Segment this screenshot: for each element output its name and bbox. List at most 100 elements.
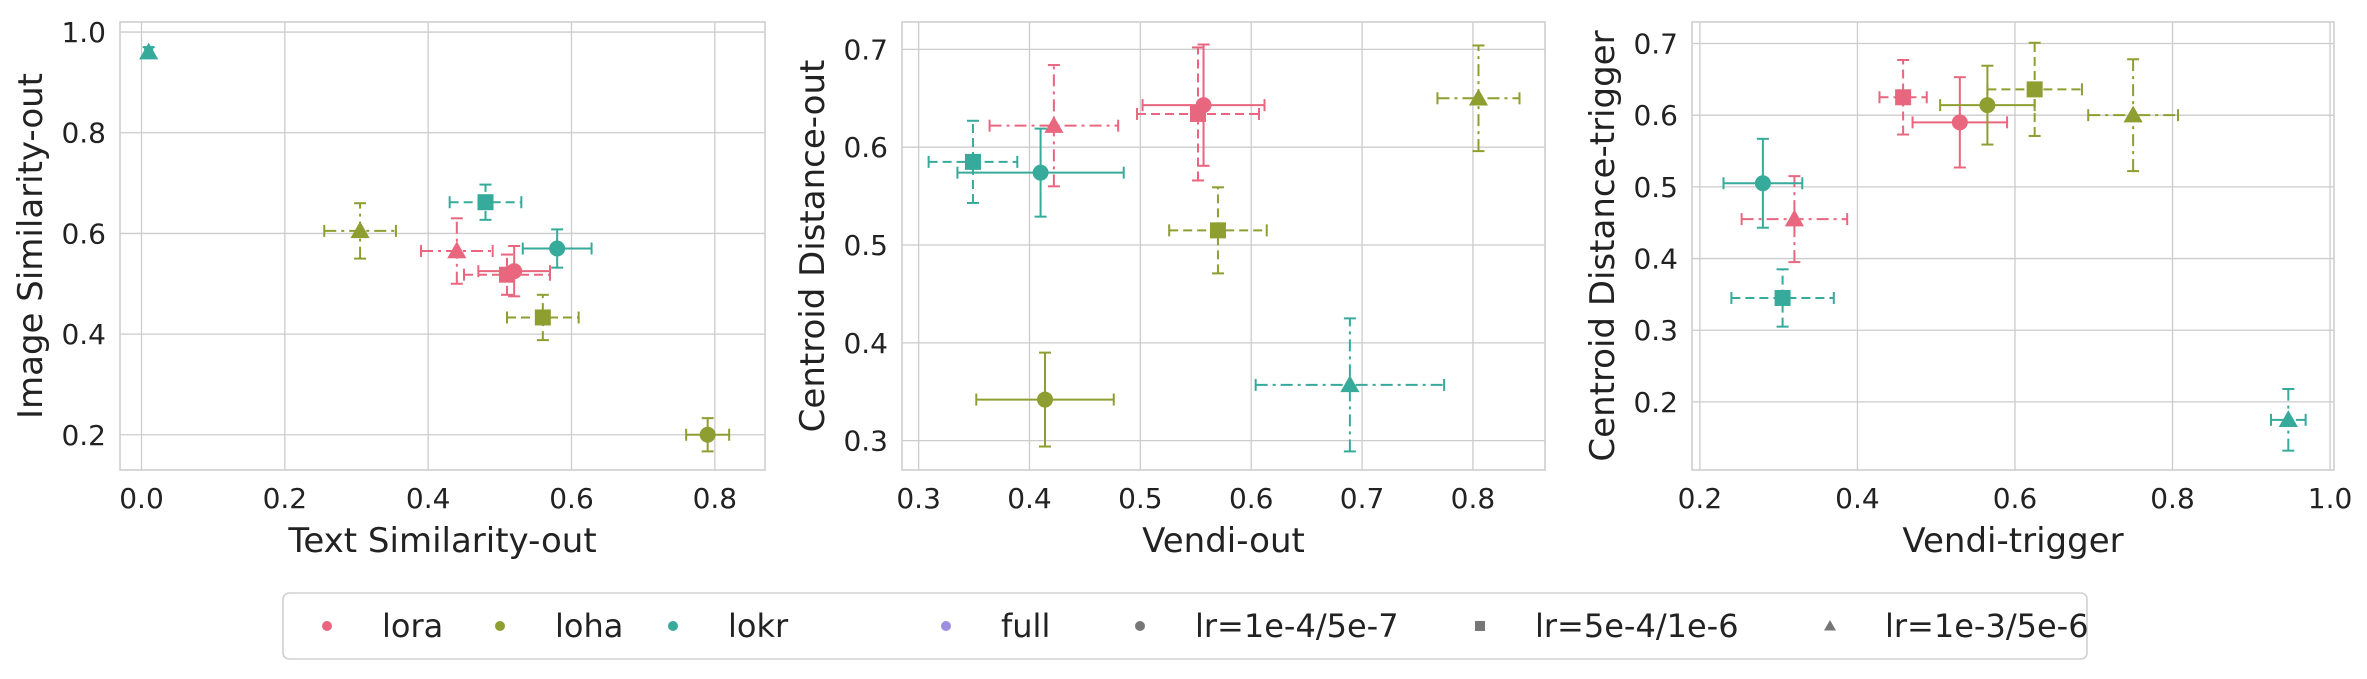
plot-frame [901,21,1546,471]
point-lokr-square [1730,268,1835,328]
point-loha-triangle [323,202,397,260]
point-lokr-square [927,119,1019,204]
marker-lokr-triangle [139,42,159,60]
marker-loha-triangle [350,221,370,239]
y-tick-label: 0.6 [843,131,888,164]
point-lokr-triangle [1254,317,1446,453]
legend-item-lokr: lokr [668,607,789,645]
marker-loha-triangle [2123,105,2143,123]
marker-lokr-square [964,153,981,170]
x-tick-label: 0.2 [263,482,308,515]
legend: lora loha lokr full lr=1e-4/5e-7 lr=5e-4/1e-6… [282,592,2089,660]
y-tick-label: 0.6 [61,217,106,250]
point-lokr-square [448,183,523,221]
y-tick-label: 0.4 [61,318,106,351]
y-tick-label: 0.4 [843,327,888,360]
marker-loha-circle [699,426,716,443]
marker-lora-square [1190,105,1207,122]
x-tick-label: 0.8 [1451,482,1496,515]
y-tick-label: 0.6 [1633,99,1678,132]
legend-label: lr=1e-4/5e-7 [1195,607,1399,645]
legend-label: full [1001,607,1050,645]
x-tick-label: 0.4 [1835,482,1880,515]
chart-panel-2: 0.3 0.4 0.5 0.6 0.7 0.8 0.3 0.4 0.5 0.6 0.7 Vendi-o… [793,21,1546,561]
marker-lokr-circle [549,240,566,257]
point-loha-circle [975,351,1115,448]
y-axis-label: Centroid Distance-trigger [1583,30,1623,461]
point-lora-triangle [988,64,1120,188]
x-tick-label: 0.0 [119,482,164,515]
legend-marker [322,621,332,631]
marker-lora-triangle [447,241,467,259]
x-tick-label: 0.4 [1007,482,1052,515]
point-lokr-circle [1722,137,1804,229]
y-axis-label: Image Similarity-out [11,73,51,419]
legend-item-lr=1e-4/5e-7: lr=1e-4/5e-7 [1135,607,1399,645]
marker-loha-circle [1979,97,1996,114]
x-tick-label: 0.6 [549,482,594,515]
marker-lora-triangle [1044,116,1064,133]
legend-label: loha [555,607,623,645]
y-tick-label: 0.5 [843,229,888,262]
x-tick-label: 0.3 [896,482,941,515]
x-tick-label: 0.5 [1118,482,1163,515]
marker-loha-square [534,309,551,326]
legend-marker [1475,621,1485,631]
point-lora-circle [1141,43,1266,167]
point-loha-square [1986,41,2083,137]
legend-label: lr=1e-3/5e-6 [1885,607,2089,645]
legend-marker [1135,621,1145,631]
x-tick-label: 0.2 [1678,482,1723,515]
x-axis-label: Text Similarity-out [287,521,596,561]
point-loha-square [1168,186,1268,275]
y-tick-label: 0.7 [843,33,888,66]
marker-lora-circle [1951,114,1968,131]
y-tick-label: 0.4 [1633,243,1678,276]
marker-lokr-circle [1754,175,1771,192]
marker-lora-square [1895,89,1912,106]
y-tick-label: 0.7 [1633,28,1678,61]
x-axis-label: Vendi-out [1142,521,1305,561]
x-tick-label: 0.8 [2150,482,2195,515]
point-lokr-triangle [139,42,159,60]
x-tick-label: 0.7 [1340,482,1385,515]
y-tick-label: 0.5 [1633,171,1678,204]
y-tick-label: 0.3 [843,425,888,458]
point-lokr-circle [956,127,1125,218]
y-tick-label: 1.0 [61,16,106,49]
chart-panel-1: 0.0 0.2 0.4 0.6 0.8 0.2 0.4 0.6 0.8 1.0 Text Simil… [11,16,766,561]
legend-item-full: full [941,607,1050,645]
point-lokr-circle [521,228,593,269]
chart-panel-3: 0.2 0.4 0.6 0.8 1.0 0.2 0.3 0.4 0.5 0.6 0.7 Vendi-t… [1583,21,2353,561]
point-lora-square [463,253,551,296]
legend-label: lr=5e-4/1e-6 [1535,607,1739,645]
marker-loha-circle [1037,391,1054,408]
legend-box [282,592,2088,660]
point-lokr-triangle [2269,388,2307,452]
point-lora-square [1136,46,1260,182]
legend-item-lora: lora [322,607,443,645]
point-lora-triangle [1740,175,1849,264]
legend-item-lr=5e-4/1e-6: lr=5e-4/1e-6 [1475,607,1739,645]
point-loha-square [506,293,580,342]
point-lora-triangle [420,217,494,285]
point-loha-triangle [1436,44,1521,153]
marker-lora-triangle [1784,209,1805,227]
y-tick-label: 0.3 [1633,314,1678,347]
legend-label: lora [382,607,443,645]
marker-lokr-triangle [1340,375,1360,393]
point-loha-circle [685,417,731,453]
marker-loha-square [2026,81,2043,98]
y-tick-label: 0.2 [61,419,106,452]
y-tick-label: 0.8 [61,117,106,150]
y-tick-label: 0.2 [1633,386,1678,419]
plot-frame [119,21,766,471]
point-loha-triangle [2087,58,2180,173]
x-tick-label: 1.0 [2308,482,2353,515]
marker-loha-triangle [1468,88,1489,106]
panels: 0.0 0.2 0.4 0.6 0.8 0.2 0.4 0.6 0.8 1.0 Text Simil… [11,16,2352,561]
marker-lokr-circle [1032,164,1049,181]
legend-marker [495,621,505,631]
legend-marker [1824,620,1836,631]
